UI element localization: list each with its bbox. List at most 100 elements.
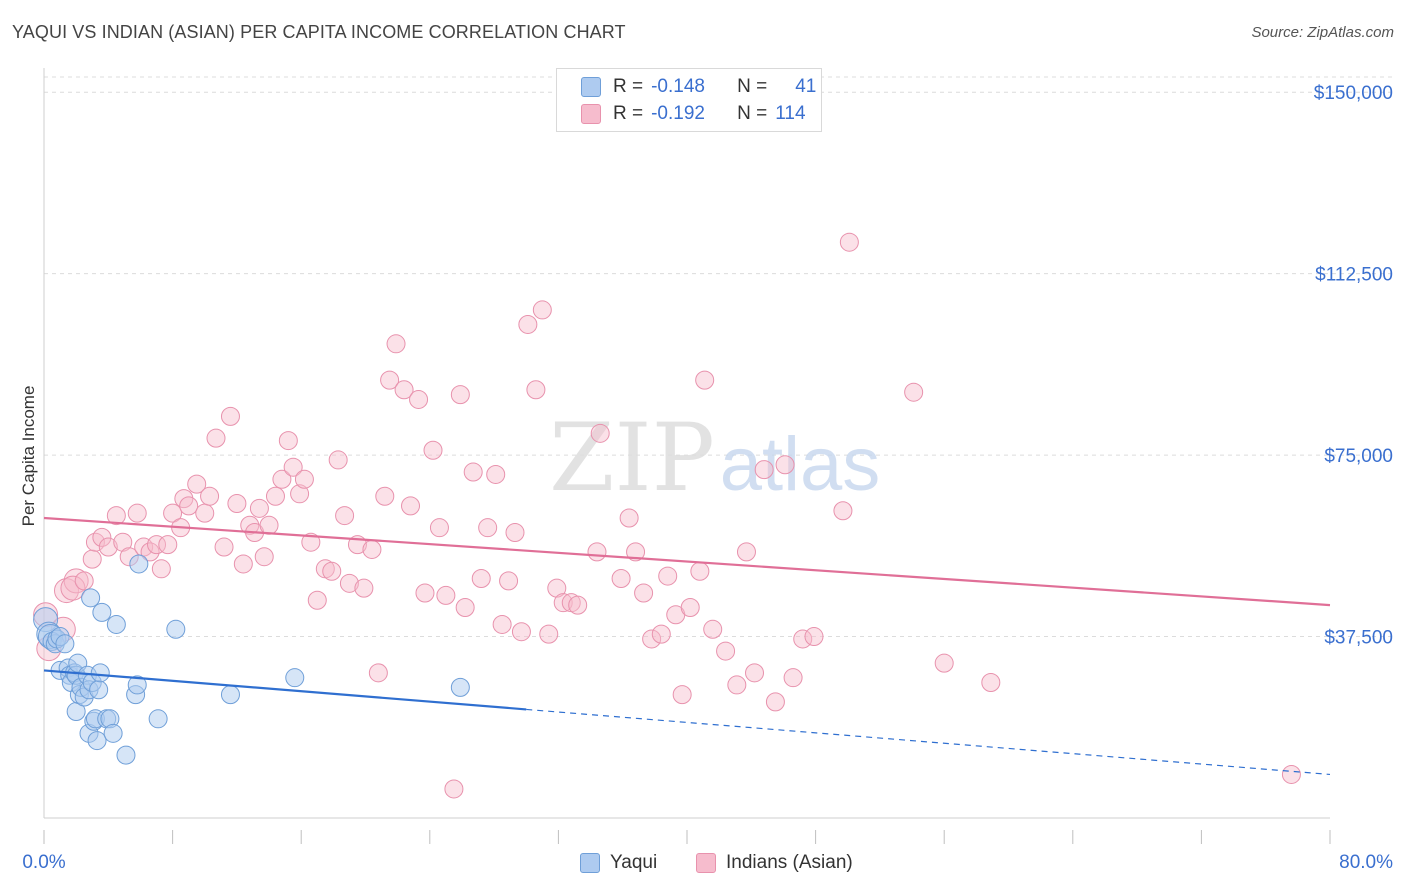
indian-asian-point: [380, 370, 400, 390]
indian-asian-point: [429, 518, 449, 538]
legend-n-value: 114: [775, 103, 806, 124]
legend-r-label: R =: [613, 76, 644, 97]
indian-asian-point: [187, 474, 207, 494]
indian-asian-point: [587, 542, 607, 562]
indian-asian-point: [265, 486, 285, 506]
yaqui-point: [116, 745, 136, 765]
indian-asian-point: [651, 624, 671, 644]
yaqui-point: [129, 554, 149, 574]
indian-asian-point: [703, 619, 723, 639]
indian-asian-point: [590, 423, 610, 443]
indian-asian-point: [511, 622, 531, 642]
yaqui-point: [89, 680, 109, 700]
indian-asian-point: [471, 568, 491, 588]
indian-asian-point: [294, 469, 314, 489]
indian-asian-point: [409, 389, 429, 409]
indian-asian-point: [113, 532, 133, 552]
trendlines: [43, 516, 1331, 776]
indian-asian-point: [362, 539, 382, 559]
indian-asian-point: [328, 450, 348, 470]
indian-asian-point: [783, 668, 803, 688]
indian-asian-point: [833, 501, 853, 521]
legend-row-yaqui: R = -0.148 N = 41: [581, 75, 816, 99]
indian-asian-point: [394, 380, 414, 400]
indian-asian-point: [727, 675, 747, 695]
indian-asian-point: [200, 486, 220, 506]
gridlines: [44, 76, 1396, 638]
indian-asian-point: [499, 571, 519, 591]
indian-asian-point: [568, 595, 588, 615]
yaqui-point: [81, 588, 101, 608]
tick-labels: $37,500 $75,000 $112,500 $150,000 0.0% 80.0%: [22, 83, 1393, 873]
indian-asian-point: [74, 571, 94, 591]
indian-asian-point: [486, 464, 506, 484]
bottom-legend-indian: Indians (Asian): [696, 852, 853, 874]
indian-asian-point: [444, 779, 464, 799]
indian-asian-point: [672, 685, 692, 705]
indian-asian-point: [322, 561, 342, 581]
indian-asian-point: [634, 583, 654, 603]
yaqui-point: [103, 723, 123, 743]
indian-asian-point: [278, 431, 298, 451]
indian-asian-point: [754, 460, 774, 480]
yaqui-swatch: [581, 77, 601, 97]
indian-asian-point: [233, 554, 253, 574]
indian-asian-point: [290, 484, 310, 504]
indian-asian-point: [98, 537, 118, 557]
yaqui-points: [33, 554, 470, 765]
yaqui-swatch: [580, 853, 600, 873]
indian-asian-point: [736, 542, 756, 562]
x-tick-label-min: 0.0%: [22, 852, 65, 873]
indian-asian-point: [455, 598, 475, 618]
indian-asian-point: [375, 486, 395, 506]
indian-asian-point: [804, 627, 824, 647]
axes: [43, 68, 1331, 844]
indian-asian-point: [147, 535, 167, 555]
indian-asian-point: [619, 508, 639, 528]
x-tick-label-max: 80.0%: [1339, 852, 1393, 873]
legend-n-label: N =: [737, 103, 768, 124]
yaqui-point: [55, 634, 75, 654]
yaqui-point: [450, 677, 470, 697]
indian-asian-point: [518, 314, 538, 334]
yaqui-point: [285, 668, 305, 688]
watermark: ZIP atlas: [549, 404, 880, 513]
indian-asian-point: [680, 598, 700, 618]
y-tick-label: $150,000: [1314, 83, 1393, 104]
indian-asian-point: [1281, 764, 1301, 784]
indian-asian-point: [335, 506, 355, 526]
source-label: Source: ZipAtlas.com: [1251, 24, 1394, 41]
indian-asian-point: [553, 593, 573, 613]
indian-asian-point: [254, 547, 274, 567]
indian-asian-point: [283, 457, 303, 477]
watermark-atlas: atlas: [720, 422, 881, 507]
indian-asian-point: [368, 663, 388, 683]
yaqui-trendline: [43, 669, 527, 711]
legend-n-value: 41: [795, 76, 817, 97]
y-tick-label: $37,500: [1324, 628, 1393, 649]
indian-asian-point: [63, 568, 89, 594]
indian-asian-point: [478, 518, 498, 538]
indian-asian-point: [492, 614, 512, 634]
indian-asian-point: [793, 629, 813, 649]
yaqui-point: [90, 663, 110, 683]
indian-asian-point: [611, 568, 631, 588]
indian-asian-point: [716, 641, 736, 661]
indian-asian-point: [505, 523, 525, 543]
indian-asian-point: [82, 549, 102, 569]
indian-legend-label: Indians (Asian): [726, 852, 853, 873]
indian-asian-point: [106, 506, 126, 526]
indian-asian-point: [415, 583, 435, 603]
indian-asian-point: [423, 440, 443, 460]
indian-asian-point: [259, 515, 279, 535]
indian-asian-point: [532, 300, 552, 320]
indian-asian-point: [163, 503, 183, 523]
yaqui-point: [220, 685, 240, 705]
indian-asian-point: [206, 428, 226, 448]
indian-asian-point: [301, 532, 321, 552]
indian-asian-point: [386, 334, 406, 354]
indian-asian-point: [450, 385, 470, 405]
indian-swatch: [581, 104, 601, 124]
indian-asian-point: [401, 496, 421, 516]
